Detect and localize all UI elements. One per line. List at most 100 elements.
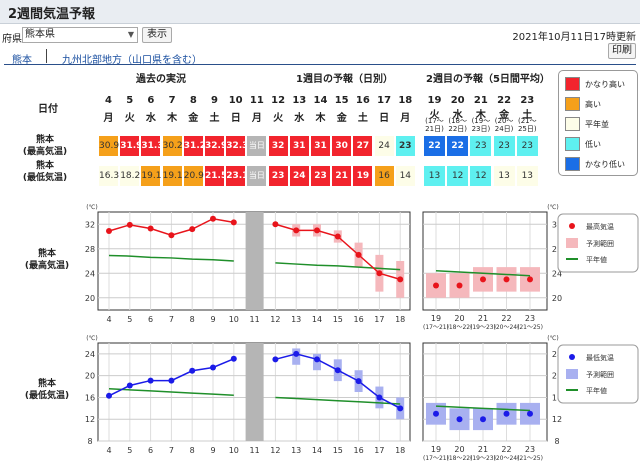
temp-cell: 18.2 — [119, 165, 140, 187]
prefecture-select[interactable]: 熊本県 ▼ — [22, 27, 138, 43]
week2-range: (20〜 24日) — [494, 117, 514, 133]
temp-cell: 当日 — [246, 135, 268, 157]
tab-kumamoto[interactable]: 熊本 — [12, 55, 32, 66]
y-tick-label: 16 — [552, 393, 562, 402]
x-tick-label: 17 — [374, 315, 384, 324]
week2-point — [433, 282, 439, 289]
weekday: 木 — [315, 113, 326, 124]
forecast-range-bar — [292, 224, 301, 237]
forecast-point — [293, 227, 300, 234]
y-axis-unit: (℃) — [547, 204, 558, 211]
temp-cell: 当日 — [246, 165, 268, 187]
day-number: 13 — [292, 95, 307, 106]
observed-point — [230, 219, 237, 226]
divider — [4, 64, 636, 65]
y-tick-label: 12 — [85, 415, 95, 424]
day-number: 4 — [105, 95, 112, 106]
x-tick-label: 19 — [431, 445, 441, 454]
forecast-range-bar — [354, 242, 363, 268]
week2-temp-cell: 13 — [515, 165, 539, 187]
tab-kyushu-north[interactable]: 九州北部地方（山口県を含む） — [62, 55, 202, 66]
week2-day-number: 20 — [450, 95, 465, 106]
x-tick-label: 18 — [395, 315, 405, 324]
temp-cell: 21 — [331, 165, 353, 187]
legend-point-icon — [569, 354, 575, 360]
week2-range-bar — [449, 273, 470, 298]
temp-cell: 23 — [310, 165, 331, 187]
week2-point — [456, 282, 463, 289]
day-number: 11 — [249, 95, 264, 106]
forecast-point — [397, 276, 404, 283]
x-tick-label: 9 — [210, 315, 215, 324]
x-tick-label: 16 — [354, 446, 364, 455]
color-legend: かなり高い 高い 平年並 低い かなり低い — [558, 70, 638, 176]
legend-label: 最高気温 — [586, 222, 614, 231]
observed-point — [106, 227, 112, 234]
week2-point — [503, 276, 510, 283]
forecast-range-bar — [292, 348, 301, 365]
day-number: 16 — [355, 95, 370, 106]
row-label-min: 熊本 (最低気温) — [22, 161, 68, 183]
weekday: 水 — [145, 113, 156, 124]
x-tick-label: 22 — [501, 445, 511, 454]
x-tick-range: (18〜22) — [447, 324, 473, 331]
weekday: 金 — [336, 113, 347, 124]
temp-cell: 30.9 — [98, 135, 119, 157]
forecast-line — [275, 353, 401, 409]
day-number: 14 — [313, 95, 328, 106]
title-bar: 2週間気温予報 — [0, 0, 640, 24]
legend-label: 平年値 — [586, 255, 607, 264]
legend-point-icon — [569, 223, 575, 229]
week2-range-bar — [496, 267, 517, 292]
section-week2: 2週目の予報（5日間平均） — [426, 74, 550, 85]
week2-chart-frame — [422, 342, 548, 442]
x-tick-label: 7 — [169, 446, 174, 455]
weekday: 土 — [209, 113, 220, 124]
week2-day-number: 21 — [473, 95, 488, 106]
week2-temp-cell: 23 — [492, 135, 516, 157]
page-title: 2週間気温予報 — [8, 7, 96, 22]
day-number: 18 — [398, 95, 413, 106]
week2-range-bar — [496, 402, 517, 425]
week2-temp-cell: 13 — [423, 165, 446, 187]
y-tick-label: 24 — [85, 269, 95, 278]
observed-point — [210, 364, 216, 371]
show-button[interactable]: 表示 — [142, 27, 172, 43]
x-tick-range: (17〜21) — [423, 324, 449, 331]
print-button[interactable]: 印刷 — [608, 43, 636, 59]
observed-point — [230, 355, 237, 362]
week2-point — [480, 276, 486, 283]
temp-cell: 27 — [352, 135, 374, 157]
x-tick-label: 4 — [106, 446, 111, 455]
week2-temp-cell: 12 — [469, 165, 493, 187]
week2-range-bar — [520, 402, 540, 425]
week2-chart-frame — [422, 211, 548, 311]
forecast-point — [293, 350, 300, 357]
chart-frame — [97, 342, 411, 442]
day-number: 5 — [126, 95, 134, 106]
day-number: 7 — [168, 95, 176, 106]
x-tick-label: 6 — [148, 315, 153, 324]
chart-legend-box — [557, 344, 639, 404]
y-tick-label: 24 — [85, 350, 95, 359]
x-tick-label: 8 — [190, 315, 195, 324]
x-tick-label: 10 — [229, 315, 239, 324]
x-tick-range: (21〜25) — [517, 324, 543, 331]
week2-point — [456, 416, 463, 423]
weekday: 火 — [124, 113, 135, 124]
week2-weekday: 水 — [452, 110, 463, 121]
temp-cell: 31.9 — [119, 135, 142, 157]
x-tick-label: 15 — [333, 446, 343, 455]
x-tick-label: 18 — [395, 446, 405, 455]
temp-cell: 23.1 — [225, 165, 248, 187]
chevron-down-icon: ▼ — [127, 30, 134, 39]
x-tick-label: 9 — [210, 446, 215, 455]
x-tick-label: 20 — [454, 445, 464, 454]
legend-label: 最低気温 — [586, 353, 614, 362]
observed-point — [126, 221, 133, 228]
x-tick-label: 4 — [106, 315, 111, 324]
forecast-point — [355, 251, 362, 258]
forecast-range-bar — [333, 230, 342, 243]
row-label-max: 熊本 (最高気温) — [22, 135, 68, 157]
observed-point — [106, 392, 112, 399]
